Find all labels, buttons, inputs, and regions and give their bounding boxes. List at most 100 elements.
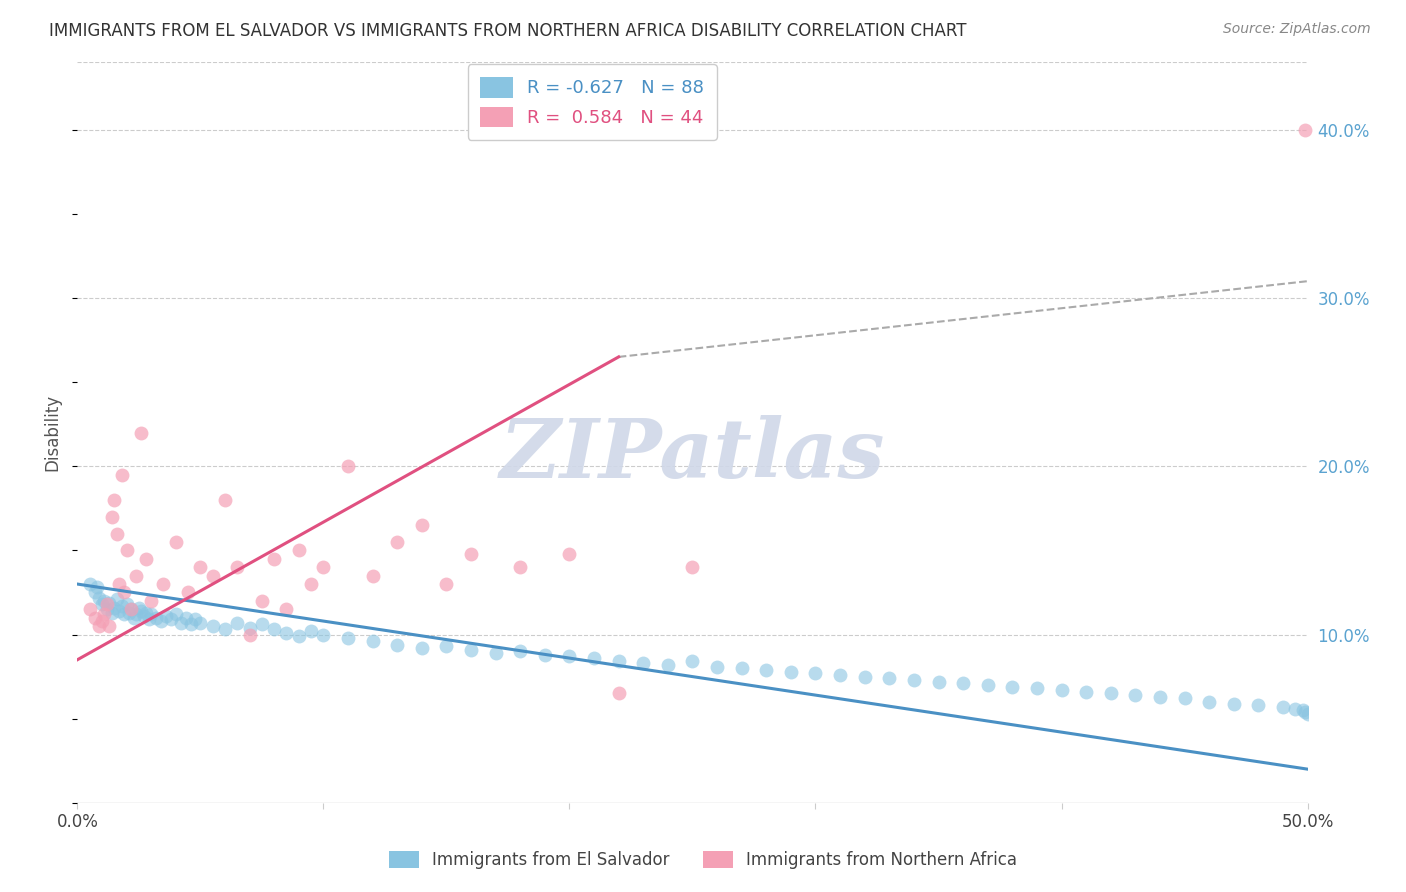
- Text: IMMIGRANTS FROM EL SALVADOR VS IMMIGRANTS FROM NORTHERN AFRICA DISABILITY CORREL: IMMIGRANTS FROM EL SALVADOR VS IMMIGRANT…: [49, 22, 967, 40]
- Point: [952, 676, 974, 690]
- Point: [105, 592, 128, 607]
- Point: [1001, 680, 1024, 694]
- Point: [135, 606, 157, 620]
- Point: [150, 614, 173, 628]
- Point: [682, 560, 704, 574]
- Point: [977, 678, 1000, 692]
- Point: [337, 631, 360, 645]
- Point: [263, 551, 285, 566]
- Point: [170, 615, 193, 630]
- Point: [180, 617, 202, 632]
- Point: [165, 607, 187, 622]
- Point: [129, 604, 153, 618]
- Point: [312, 560, 335, 574]
- Point: [1050, 683, 1073, 698]
- Point: [96, 602, 118, 616]
- Point: [83, 611, 105, 625]
- Point: [607, 655, 630, 669]
- Point: [125, 568, 148, 582]
- Point: [1284, 701, 1306, 715]
- Point: [276, 602, 298, 616]
- Point: [138, 612, 160, 626]
- Point: [1076, 685, 1098, 699]
- Point: [89, 591, 111, 605]
- Point: [90, 614, 114, 628]
- Point: [485, 646, 508, 660]
- Point: [96, 597, 118, 611]
- Point: [103, 600, 125, 615]
- Point: [312, 627, 335, 641]
- Point: [201, 568, 224, 582]
- Point: [830, 668, 852, 682]
- Point: [83, 585, 105, 599]
- Point: [534, 648, 557, 662]
- Point: [1294, 705, 1316, 719]
- Point: [226, 560, 249, 574]
- Point: [1198, 695, 1220, 709]
- Point: [79, 602, 101, 616]
- Point: [103, 492, 125, 507]
- Point: [337, 459, 360, 474]
- Point: [436, 640, 458, 654]
- Point: [90, 597, 114, 611]
- Point: [1223, 697, 1246, 711]
- Text: ZIPatlas: ZIPatlas: [499, 415, 886, 495]
- Point: [250, 594, 273, 608]
- Text: Source: ZipAtlas.com: Source: ZipAtlas.com: [1223, 22, 1371, 37]
- Point: [928, 674, 950, 689]
- Point: [188, 615, 212, 630]
- Point: [105, 526, 128, 541]
- Point: [558, 547, 581, 561]
- Point: [214, 492, 236, 507]
- Point: [263, 623, 285, 637]
- Point: [509, 644, 531, 658]
- Point: [112, 607, 135, 622]
- Point: [1292, 703, 1315, 717]
- Y-axis label: Disability: Disability: [44, 394, 62, 471]
- Point: [141, 607, 163, 622]
- Point: [239, 621, 262, 635]
- Point: [132, 609, 155, 624]
- Point: [152, 577, 174, 591]
- Point: [1272, 699, 1295, 714]
- Point: [1149, 690, 1171, 704]
- Point: [141, 594, 163, 608]
- Point: [411, 518, 433, 533]
- Point: [177, 585, 200, 599]
- Point: [361, 568, 384, 582]
- Point: [214, 623, 236, 637]
- Point: [145, 611, 167, 625]
- Point: [112, 585, 135, 599]
- Point: [174, 611, 197, 625]
- Point: [250, 617, 273, 632]
- Point: [79, 577, 101, 591]
- Point: [853, 670, 876, 684]
- Point: [903, 673, 925, 687]
- Point: [299, 624, 322, 639]
- Point: [98, 619, 121, 633]
- Point: [121, 602, 143, 616]
- Point: [509, 560, 531, 574]
- Point: [128, 600, 150, 615]
- Point: [607, 686, 630, 700]
- Point: [288, 629, 311, 643]
- Point: [682, 655, 704, 669]
- Point: [288, 543, 311, 558]
- Point: [1099, 686, 1122, 700]
- Point: [879, 671, 901, 685]
- Point: [657, 657, 679, 672]
- Point: [1174, 691, 1197, 706]
- Point: [111, 599, 132, 613]
- Point: [135, 551, 157, 566]
- Point: [118, 606, 141, 620]
- Point: [460, 547, 482, 561]
- Point: [780, 665, 803, 679]
- Point: [411, 640, 433, 655]
- Point: [111, 467, 132, 482]
- Point: [115, 597, 138, 611]
- Point: [706, 659, 728, 673]
- Point: [1296, 706, 1319, 721]
- Point: [89, 619, 111, 633]
- Point: [804, 666, 827, 681]
- Point: [129, 425, 153, 440]
